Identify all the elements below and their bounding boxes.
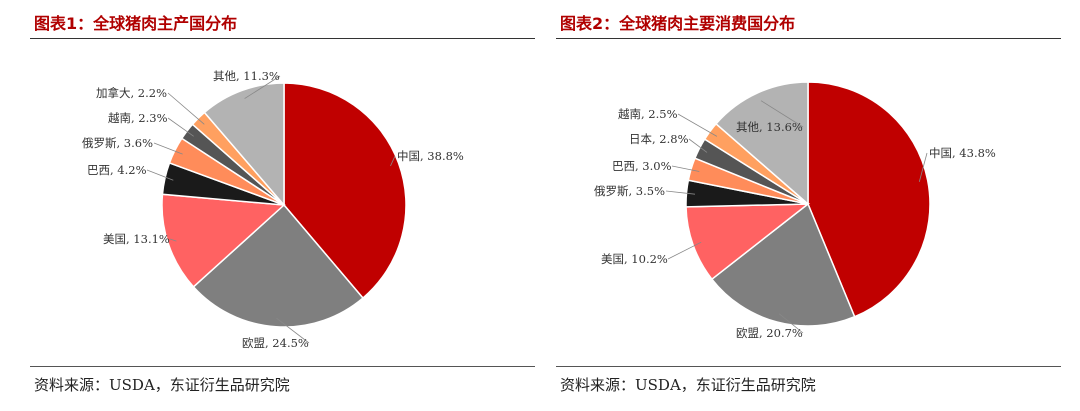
leader-line: [276, 317, 310, 344]
slice-label: 俄罗斯, 3.5%: [594, 184, 665, 198]
source-note: 资料来源：USDA，东证衍生品研究院: [34, 376, 290, 394]
pie-slice-3: [161, 193, 286, 288]
pie-slice-8: [203, 82, 285, 208]
slice-label: 越南, 2.5%: [618, 107, 678, 121]
slice-label: 越南, 2.3%: [108, 111, 168, 125]
slice-label: 巴西, 3.0%: [612, 159, 672, 173]
title-divider: [30, 38, 535, 39]
pie-chart-production: 中国, 38.8% 欧盟, 24.5% 美国, 13.1% 巴西, 4.2% 俄罗斯, …: [82, 69, 464, 350]
chart-title: 图表2：全球猪肉主要消费国分布: [560, 14, 796, 33]
pie-slice-1: [283, 82, 407, 300]
leader-line: [671, 165, 700, 172]
pie-slice-2: [192, 203, 364, 328]
leader-line: [146, 169, 174, 181]
chart-title: 图表1：全球猪肉主产国分布: [34, 14, 238, 33]
source-note: 资料来源：USDA，东证衍生品研究院: [560, 376, 816, 394]
leader-line: [688, 138, 708, 153]
leader-line: [677, 113, 718, 137]
title-divider: [556, 38, 1061, 39]
source-divider: [30, 366, 535, 367]
leader-line: [167, 117, 194, 137]
leader-line: [918, 152, 928, 183]
leader-line: [167, 92, 205, 125]
pie-slice-8: [714, 81, 809, 206]
pie-chart-consumption: 中国, 43.8% 欧盟, 20.7% 美国, 10.2% 俄罗斯, 3.5% 巴西, …: [594, 81, 996, 340]
chart-panel-production: 图表1：全球猪肉主产国分布 中国, 38.8% 欧盟, 24.5% 美国, 13.1…: [30, 0, 535, 411]
slice-label: 中国, 43.8%: [929, 146, 996, 160]
leader-line: [665, 190, 696, 195]
leader-line: [244, 75, 281, 99]
pie-slice-1: [807, 81, 931, 318]
leader-line: [760, 100, 804, 128]
slice-label: 中国, 38.8%: [397, 149, 464, 163]
leader-line: [778, 313, 804, 334]
leader-line: [169, 238, 177, 242]
leader-line: [153, 142, 183, 155]
leader-line: [667, 241, 702, 260]
slice-label: 美国, 10.2%: [601, 252, 668, 266]
source-divider: [556, 366, 1061, 367]
slice-label: 欧盟, 20.7%: [736, 326, 803, 340]
slice-label: 巴西, 4.2%: [87, 163, 147, 177]
pie-slice-3: [685, 203, 811, 281]
slice-label: 加拿大, 2.2%: [96, 86, 167, 100]
slice-label: 欧盟, 24.5%: [242, 336, 309, 350]
slice-label: 美国, 13.1%: [103, 232, 170, 246]
slice-label: 其他, 11.3%: [213, 69, 280, 83]
pie-slice-2: [710, 202, 856, 327]
slice-label: 俄罗斯, 3.6%: [82, 136, 153, 150]
chart-panel-consumption: 图表2：全球猪肉主要消费国分布 中国, 43.8% 欧盟, 20.7% 美国, 10…: [556, 0, 1061, 411]
leader-line: [390, 155, 396, 167]
slice-label: 日本, 2.8%: [629, 132, 689, 146]
slice-label: 其他, 13.6%: [736, 120, 803, 134]
